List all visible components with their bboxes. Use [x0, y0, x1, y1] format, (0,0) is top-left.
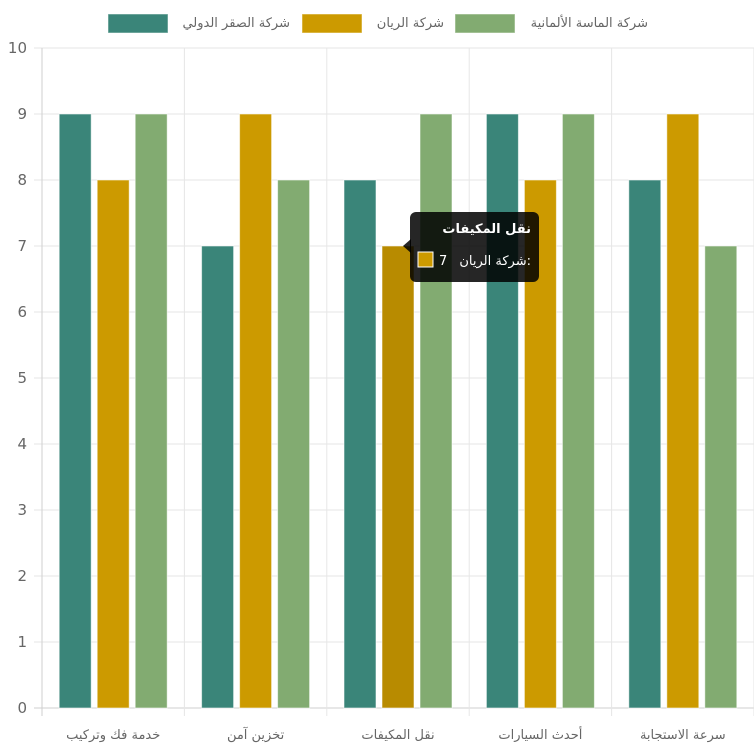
tooltip-title: نقل المكيفات	[442, 222, 531, 237]
y-tick-label: 1	[17, 633, 27, 651]
tooltip-series-label: شركة الريان:	[459, 254, 531, 269]
x-tick-label: تخزين آمن	[227, 726, 285, 743]
x-axis: خدمة فك وتركيب تخزين آمن نقل المكيفات أحدث …	[66, 726, 726, 743]
bar[interactable]	[628, 179, 662, 709]
bar[interactable]	[419, 113, 453, 709]
y-tick-label: 9	[17, 105, 27, 123]
bar[interactable]	[239, 113, 273, 709]
tooltip-box	[410, 212, 539, 282]
legend-label[interactable]: شركة الريان	[377, 16, 444, 31]
bar[interactable]	[58, 113, 92, 709]
y-tick-label: 2	[17, 567, 27, 585]
bar[interactable]	[485, 113, 519, 709]
bar[interactable]	[277, 179, 311, 709]
bar[interactable]	[704, 245, 738, 709]
tooltip-value: 7	[439, 254, 447, 269]
bar[interactable]	[381, 245, 415, 709]
bar[interactable]	[561, 113, 595, 709]
y-tick-label: 7	[17, 237, 27, 255]
x-tick-label: نقل المكيفات	[361, 728, 434, 743]
bar[interactable]	[201, 245, 235, 709]
legend-swatch[interactable]	[301, 13, 363, 34]
x-tick-label: أحدث السيارات	[498, 726, 582, 743]
y-tick-label: 0	[17, 699, 27, 717]
bar[interactable]	[666, 113, 700, 709]
bar[interactable]	[343, 179, 377, 709]
tooltip-caret	[403, 239, 411, 253]
y-tick-label: 6	[17, 303, 27, 321]
y-tick-label: 5	[17, 369, 27, 387]
y-tick-label: 4	[17, 435, 27, 453]
y-tick-label: 3	[17, 501, 27, 519]
x-tick-label: سرعة الاستجابة	[640, 728, 726, 743]
legend: شركة الماسة الألمانية شركة الريان شركة الص…	[107, 13, 648, 34]
legend-label[interactable]: شركة الصقر الدولي	[182, 16, 290, 31]
legend-swatch[interactable]	[454, 13, 516, 34]
bar[interactable]	[134, 113, 168, 709]
tooltip-swatch	[417, 251, 434, 268]
y-axis: 0 1 2 3 4 5 6 7 8 9 10	[8, 39, 27, 717]
tooltip: نقل المكيفات 7 شركة الريان:	[403, 212, 539, 282]
x-tick-label: خدمة فك وتركيب	[66, 728, 160, 743]
legend-swatch[interactable]	[107, 13, 169, 34]
y-tick-label: 10	[8, 39, 27, 57]
bar[interactable]	[96, 179, 130, 709]
legend-label[interactable]: شركة الماسة الألمانية	[531, 14, 648, 31]
y-tick-label: 8	[17, 171, 27, 189]
bars	[58, 113, 738, 709]
